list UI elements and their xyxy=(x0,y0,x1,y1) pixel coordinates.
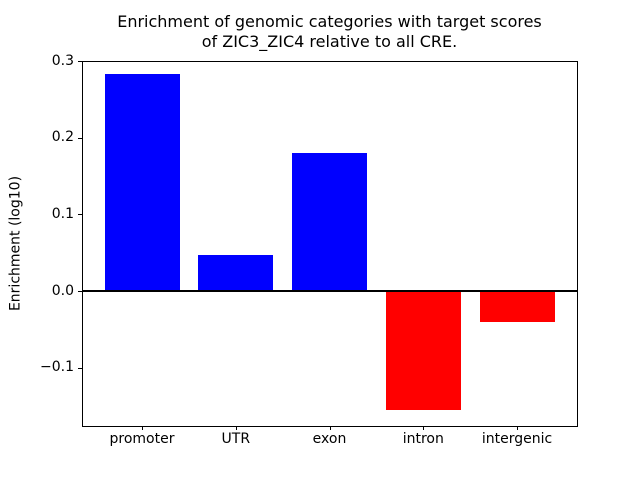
y-tick-label: 0.2 xyxy=(51,129,74,146)
bar-intron xyxy=(385,291,461,410)
x-tick-label-intergenic: intergenic xyxy=(481,431,553,447)
x-tick-mark xyxy=(235,426,237,430)
bar-intergenic xyxy=(479,291,555,322)
x-tick-label-intron: intron xyxy=(402,431,444,447)
y-tick-label: 0.0 xyxy=(51,282,74,299)
zero-axis-line xyxy=(82,290,577,292)
y-tick-mark xyxy=(78,291,82,292)
x-tick-mark xyxy=(517,426,518,430)
x-tick-label-UTR: UTR xyxy=(221,431,251,447)
y-tick-label: −0.1 xyxy=(40,359,74,376)
y-axis-label: Enrichment (log10) xyxy=(7,175,24,312)
y-tick-mark xyxy=(78,137,82,139)
y-tick-mark xyxy=(78,61,82,62)
bar-exon xyxy=(292,153,367,291)
x-tick-mark xyxy=(142,426,143,430)
x-tick-label-exon: exon xyxy=(312,431,347,447)
y-tick-mark xyxy=(78,214,82,216)
y-tick-label: 0.1 xyxy=(51,205,74,222)
bar-promoter xyxy=(104,74,180,291)
bar-UTR xyxy=(198,255,274,291)
x-tick-label-promoter: promoter xyxy=(109,431,175,447)
chart-title: Enrichment of genomic categories with ta… xyxy=(117,12,542,51)
x-tick-mark xyxy=(329,426,331,430)
y-tick-mark xyxy=(78,367,82,369)
y-tick-label: 0.3 xyxy=(51,52,74,69)
x-tick-mark xyxy=(423,426,425,430)
